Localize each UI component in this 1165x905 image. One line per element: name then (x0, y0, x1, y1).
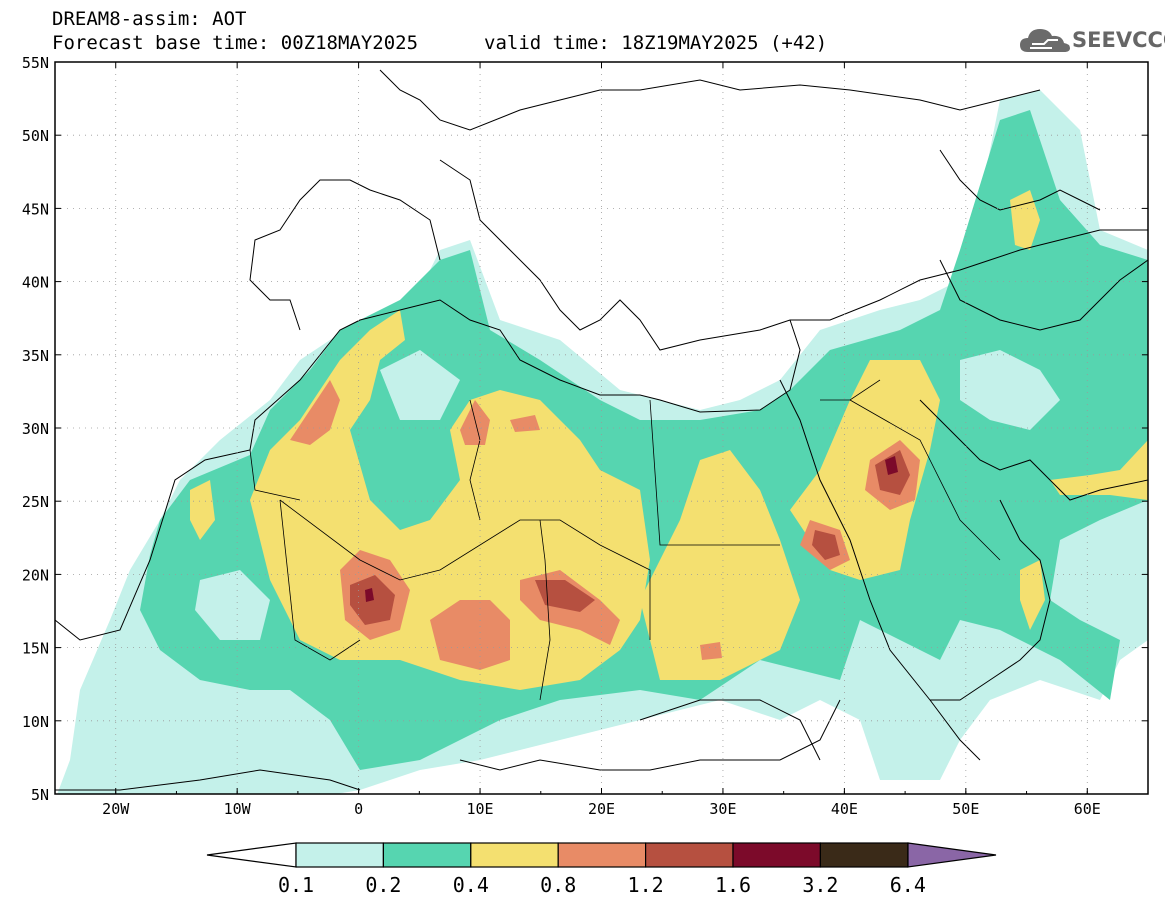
lat-label: 45N (22, 200, 49, 218)
colorbar-label: 1.6 (715, 873, 751, 897)
colorbar-label: 0.4 (453, 873, 489, 897)
lon-label: 40E (831, 800, 858, 818)
lat-label: 20N (22, 566, 49, 584)
colorbar-segment (382, 842, 472, 868)
lon-label: 20E (588, 800, 615, 818)
colorbar-label: 0.2 (365, 873, 401, 897)
title-line-1: DREAM8-assim: AOT (52, 8, 247, 30)
lat-label: 25N (22, 493, 49, 511)
lat-label: 50N (22, 127, 49, 145)
colorbar: 0.1 0.2 0.4 0.8 1.2 1.6 3.2 6.4 (206, 842, 997, 897)
colorbar-segment (644, 842, 734, 868)
seevccc-logo: SEEVCCC (1018, 24, 1165, 58)
lon-label: 10E (467, 800, 494, 818)
lon-label: 20W (102, 800, 130, 818)
lat-label: 10N (22, 713, 49, 731)
lat-label: 35N (22, 347, 49, 365)
lon-label: 60E (1074, 800, 1101, 818)
valid-time: valid time: 18Z19MAY2025 (+42) (484, 32, 828, 54)
colorbar-label: 3.2 (802, 873, 838, 897)
colorbar-label: 1.2 (628, 873, 664, 897)
colorbar-label: 0.1 (278, 873, 314, 897)
lat-label: 5N (31, 786, 49, 804)
axis-ticks: 55N 50N 45N 40N 35N 30N 25N 20N 15N 10N 5N 20W 10W 0 1… (22, 54, 1149, 818)
lat-label: 30N (22, 420, 49, 438)
lat-label: 15N (22, 640, 49, 658)
colorbar-segment (557, 842, 647, 868)
forecast-base-time: Forecast base time: 00Z18MAY2025 (52, 32, 419, 54)
coastlines (55, 69, 1148, 791)
borders (249, 379, 1001, 701)
colorbar-segment (732, 842, 822, 868)
colorbar-segment (295, 842, 385, 868)
lon-label: 0 (354, 800, 363, 818)
colorbar-segment (470, 842, 559, 868)
lon-label: 50E (952, 800, 979, 818)
lat-label: 55N (22, 54, 49, 72)
colorbar-label: 6.4 (890, 873, 926, 897)
gridlines (55, 62, 1148, 794)
colorbar-low-arrow (206, 842, 297, 868)
logo-text: SEEVCCC (1072, 28, 1165, 52)
colorbar-label: 0.8 (540, 873, 576, 897)
lon-label: 10W (224, 800, 252, 818)
cloud-icon (1020, 29, 1070, 52)
lon-label: 30E (709, 800, 736, 818)
colorbar-high-arrow (907, 842, 997, 868)
aot-field (57, 90, 1148, 794)
lat-label: 40N (22, 274, 49, 292)
colorbar-segment (819, 842, 909, 868)
